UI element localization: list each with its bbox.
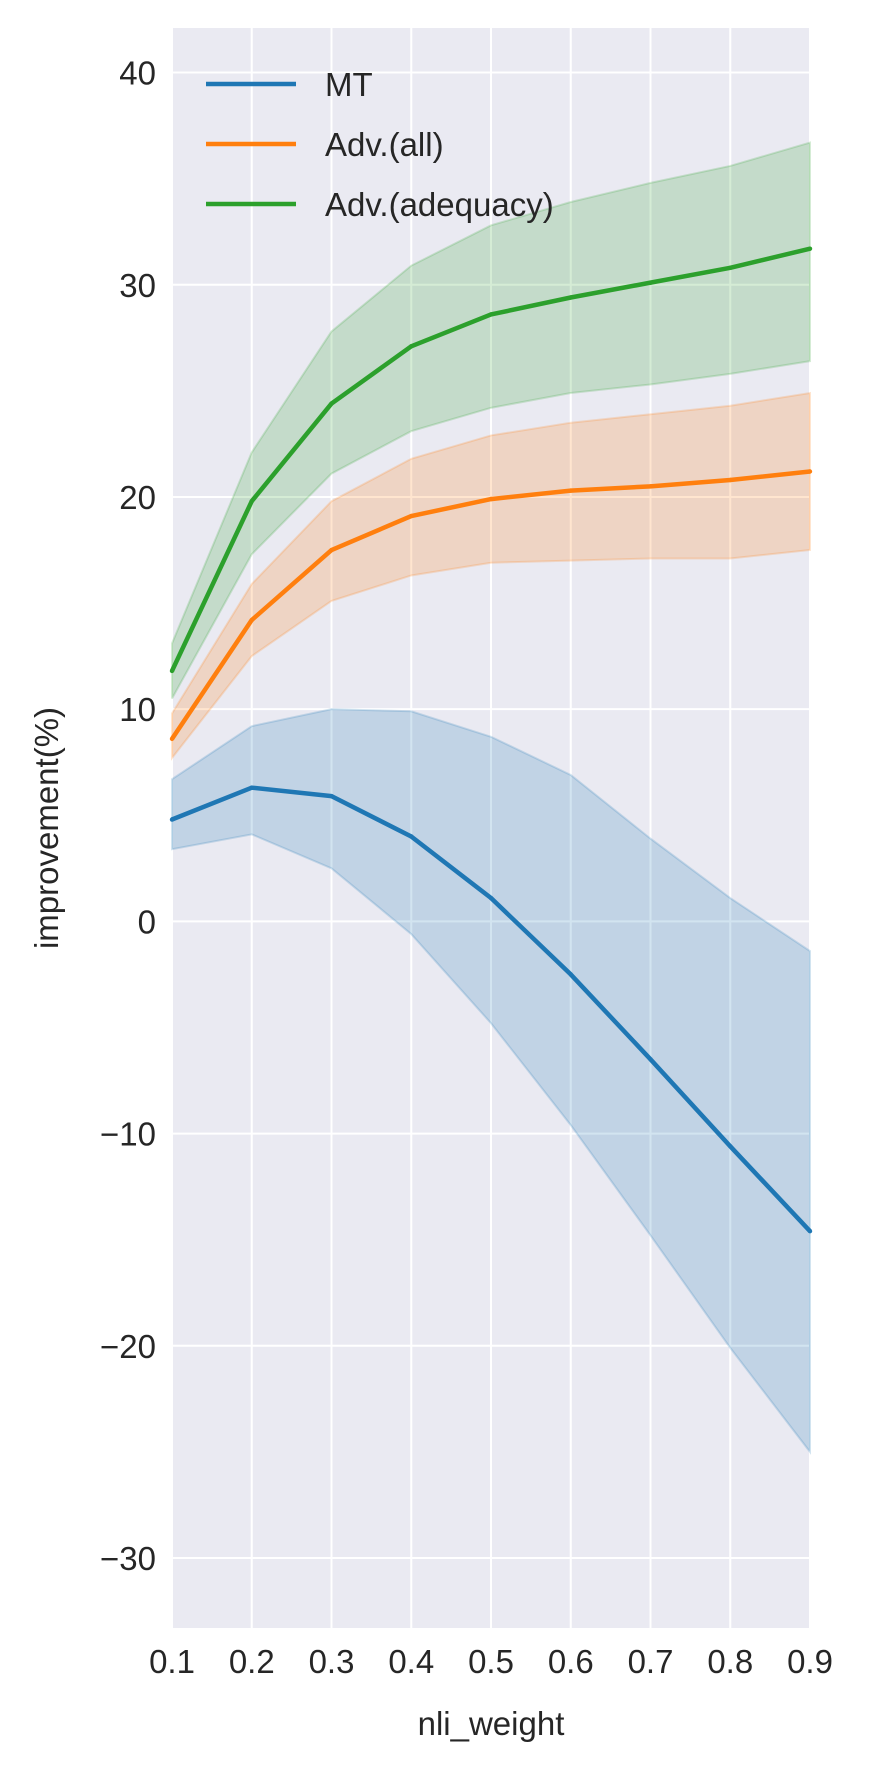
data-point	[728, 477, 733, 483]
data-point	[488, 312, 494, 317]
y-tick-label: −20	[100, 1328, 156, 1365]
data-point	[648, 280, 653, 285]
x-tick-label: 0.7	[628, 1643, 674, 1680]
y-tick-label: 20	[119, 479, 156, 516]
x-tick-label: 0.2	[229, 1643, 275, 1680]
x-tick-label: 0.3	[309, 1643, 355, 1680]
y-tick-label: 30	[119, 267, 156, 304]
data-point	[249, 499, 254, 504]
data-point	[329, 547, 334, 553]
data-point	[249, 617, 254, 623]
data-point	[807, 469, 813, 474]
y-tick-labels: −30 −20 −10 0 10 20 30 40	[100, 55, 156, 1577]
data-point	[807, 1228, 813, 1234]
data-point	[728, 265, 733, 270]
y-tick-label: 0	[138, 903, 156, 940]
x-tick-label: 0.8	[707, 1643, 753, 1680]
confidence-band-0	[171, 708, 811, 1455]
y-tick-label: −10	[100, 1116, 156, 1153]
series-lines	[169, 246, 813, 1234]
data-point	[409, 513, 414, 519]
y-tick-label: −30	[100, 1540, 156, 1577]
data-point	[488, 895, 494, 901]
data-point	[329, 401, 334, 406]
data-point	[648, 1057, 653, 1062]
data-point	[488, 496, 494, 502]
data-point	[249, 785, 254, 790]
x-tick-label: 0.6	[548, 1643, 594, 1680]
x-tick-label: 0.5	[468, 1643, 514, 1680]
legend-label: Adv.(adequacy)	[325, 186, 554, 223]
data-point	[409, 344, 414, 349]
x-tick-label: 0.1	[149, 1643, 195, 1680]
x-axis-label: nli_weight	[418, 1705, 565, 1742]
y-axis-label: improvement(%)	[28, 707, 65, 949]
data-point	[409, 834, 414, 839]
x-tick-labels: 0.1 0.2 0.3 0.4 0.5 0.6 0.7 0.8 0.9	[149, 1643, 833, 1680]
data-point	[169, 736, 175, 742]
x-tick-label: 0.9	[787, 1643, 833, 1680]
y-tick-label: 40	[119, 55, 156, 92]
data-point	[807, 246, 813, 251]
data-point	[568, 488, 573, 493]
data-point	[329, 793, 334, 799]
data-point	[169, 668, 175, 674]
y-tick-label: 10	[119, 691, 156, 728]
data-point	[169, 817, 175, 822]
x-tick-label: 0.4	[388, 1643, 434, 1680]
data-point	[568, 972, 573, 977]
legend-label: MT	[325, 66, 373, 103]
data-point	[648, 484, 653, 489]
data-point	[568, 295, 573, 300]
data-point	[728, 1144, 733, 1149]
legend: MT Adv.(all) Adv.(adequacy)	[206, 66, 554, 223]
legend-label: Adv.(all)	[325, 126, 444, 163]
